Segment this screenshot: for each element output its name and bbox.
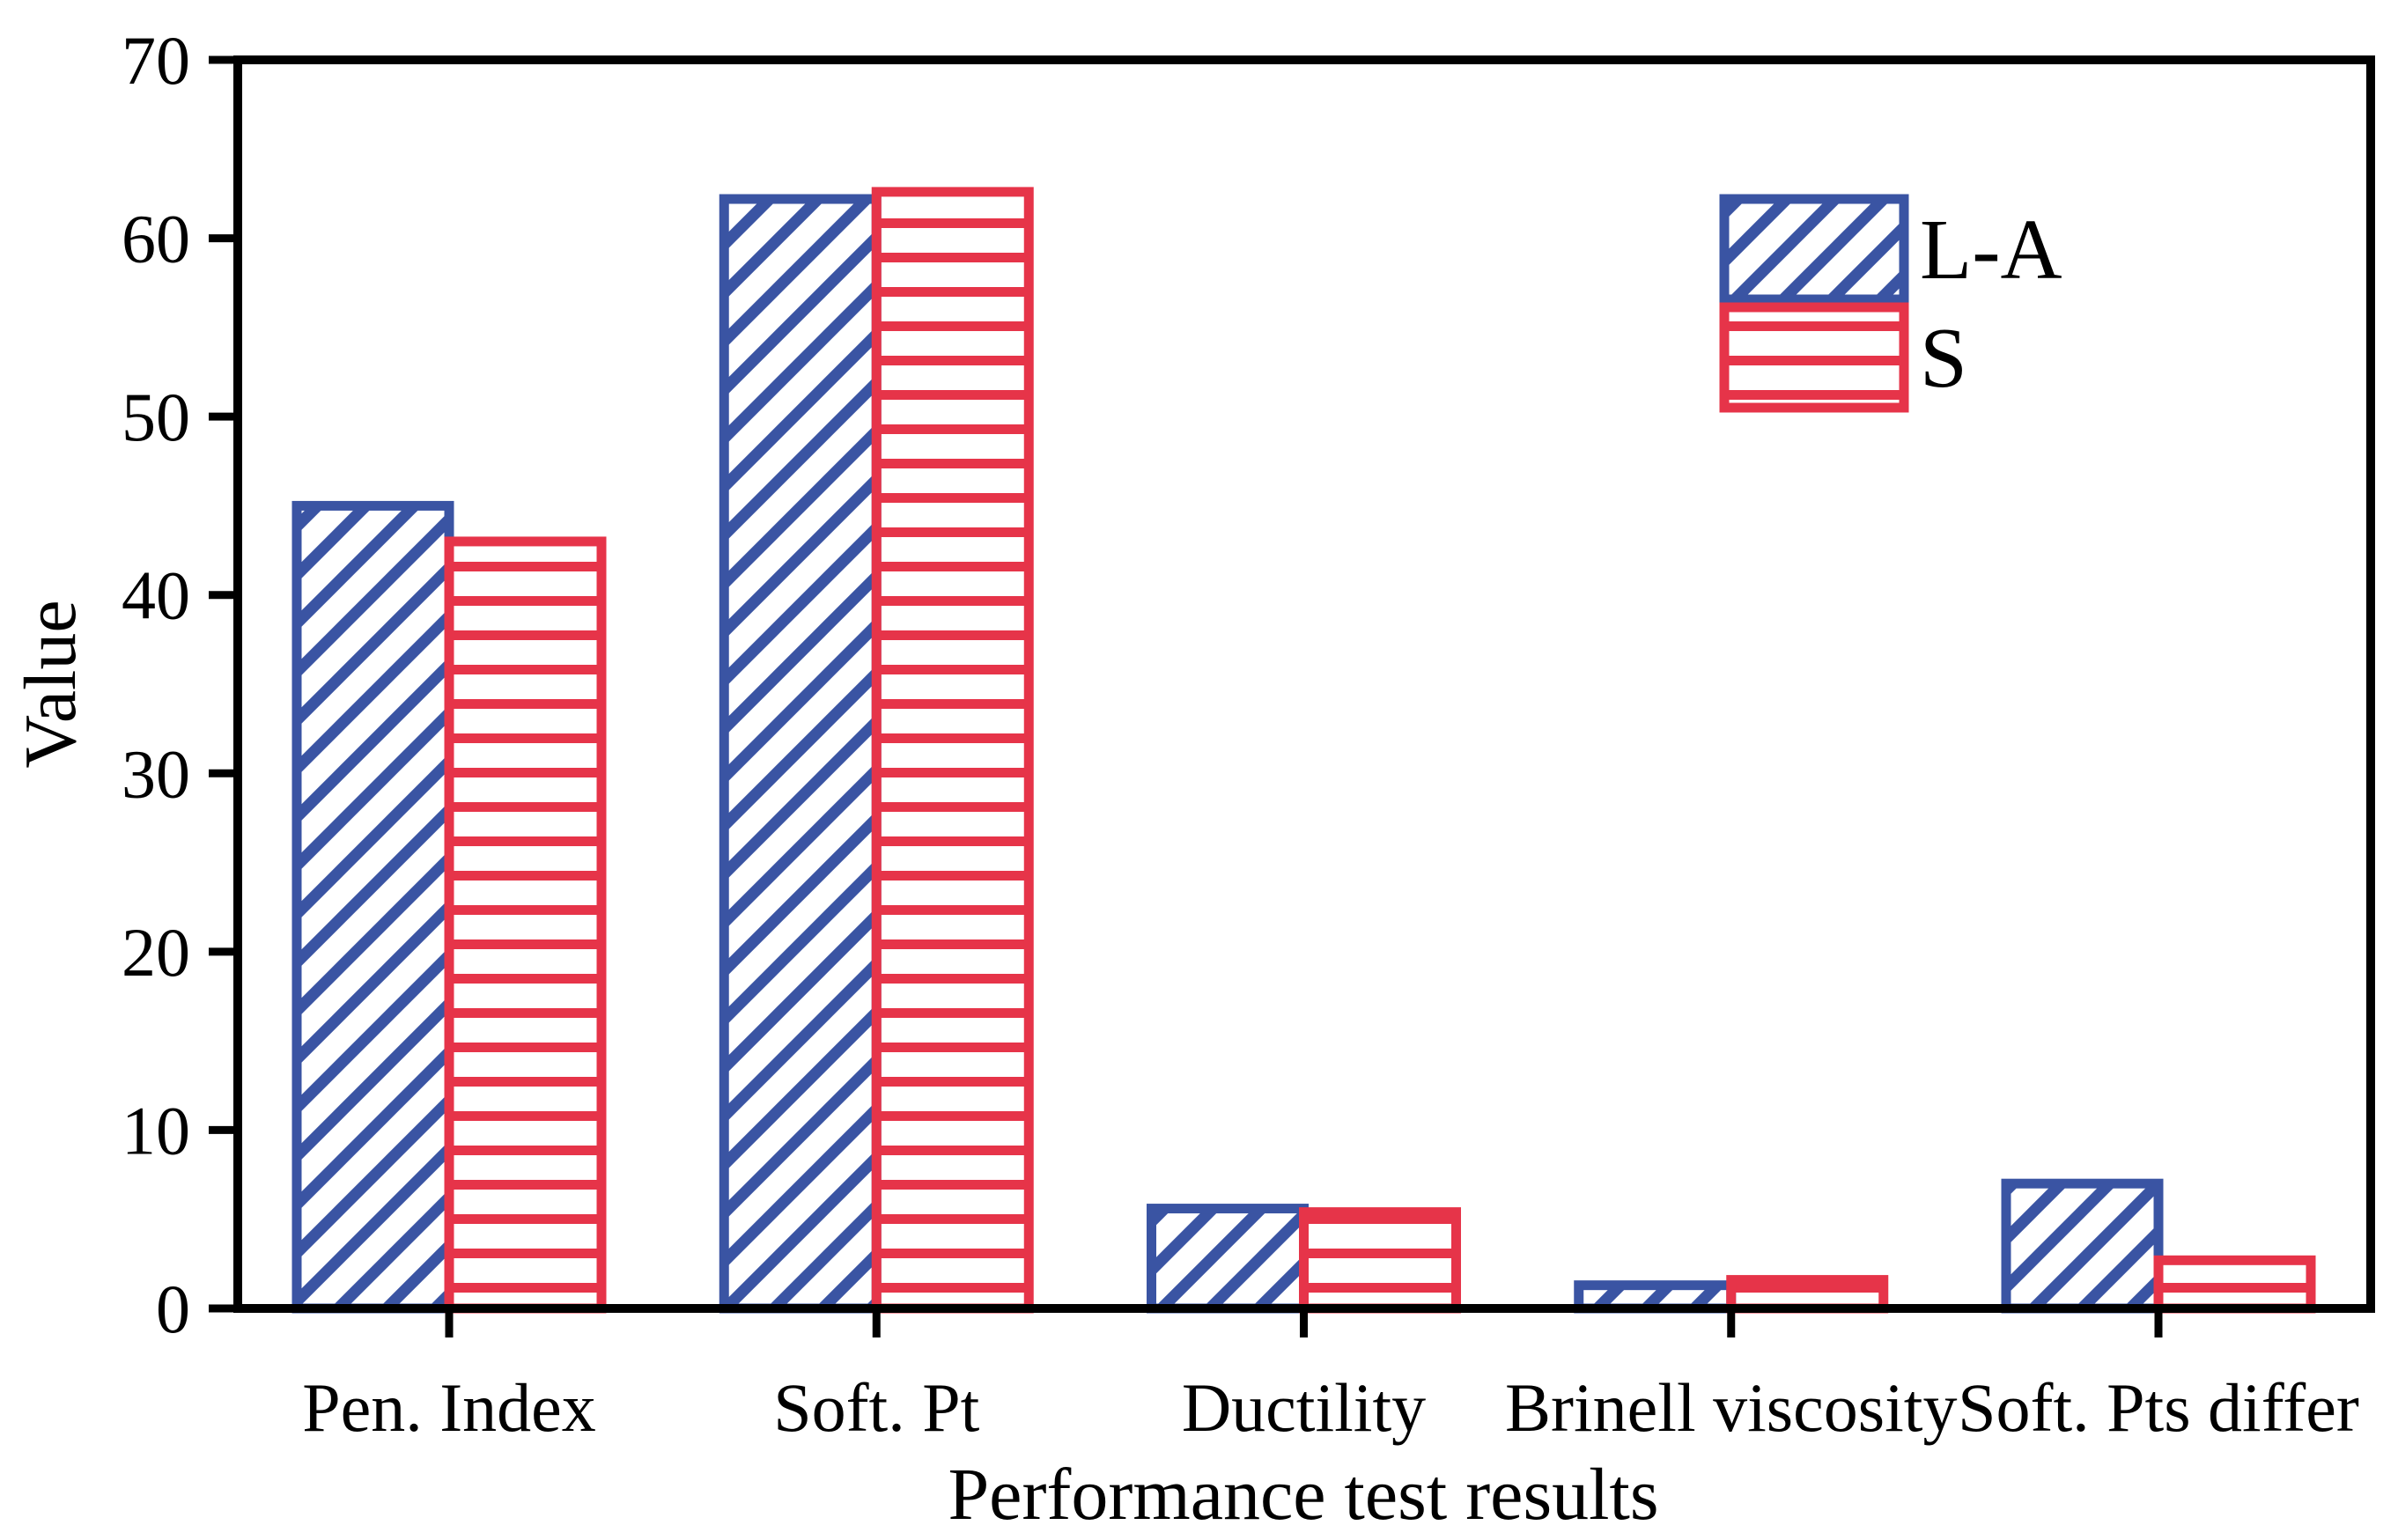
x-tick-label: Soft. Pts differ [1958,1369,2359,1446]
legend-swatch-L-A [1719,194,1909,305]
bars-group [291,187,2316,1314]
x-tick-label: Soft. Pt [773,1369,979,1446]
bar-S-1 [871,187,1034,1314]
y-tick-label: 70 [122,22,190,99]
legend-swatch-S [1719,302,1909,413]
y-tick-label: 10 [122,1092,190,1168]
bar-L-A-4 [2001,1178,2164,1314]
x-tick-label: Pen. Index [302,1369,596,1446]
bar-L-A-2 [1147,1204,1309,1314]
legend-label-L-A: L-A [1920,203,2062,297]
x-axis-title: Performance test results [948,1454,1659,1536]
bar-L-A-0 [291,500,454,1314]
y-tick-label: 60 [122,201,190,277]
bar-S-2 [1299,1207,1461,1314]
legend-group: L-A S [1719,194,2062,413]
y-tick-label: 30 [122,735,190,812]
labels-group: Pen. Index Soft. Pt Ductility Brinell visco… [122,22,2359,1446]
bar-L-A-1 [719,194,882,1314]
y-tick-label: 20 [122,914,190,991]
y-axis-title: Value [10,600,92,769]
x-tick-label: Brinell viscosity [1505,1369,1957,1446]
y-tick-label: 50 [122,379,190,455]
axes-group [209,55,2375,1337]
y-tick-label: 40 [122,557,190,634]
bar-S-4 [2153,1255,2316,1314]
y-tick-label: 0 [156,1271,190,1347]
bar-S-0 [444,536,607,1314]
plot-box [233,55,2375,1313]
legend-label-S: S [1920,311,1967,405]
x-tick-label: Ductility [1182,1369,1426,1446]
